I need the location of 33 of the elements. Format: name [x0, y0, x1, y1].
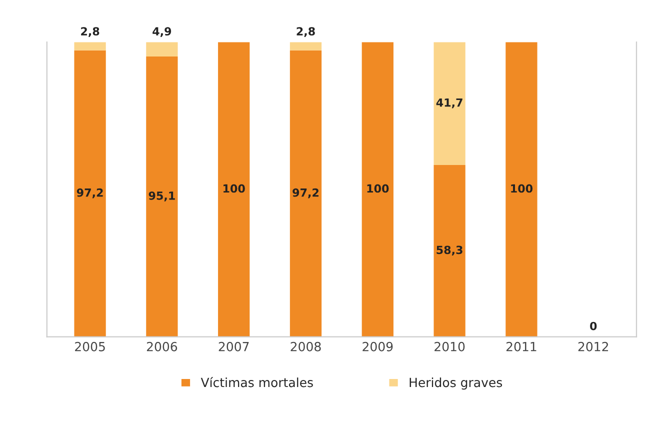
- x-tick-label: 2010: [434, 342, 465, 352]
- data-label: 97,2: [76, 188, 103, 198]
- x-tick-label: 2012: [578, 342, 608, 352]
- legend-label: Víctimas mortales: [200, 377, 313, 388]
- data-label: 0: [590, 322, 597, 330]
- data-label: 2,8: [81, 27, 100, 37]
- data-label: 4,9: [152, 27, 172, 37]
- bar: [218, 42, 250, 337]
- data-label: 97,2: [292, 188, 318, 198]
- x-tick-label: 2006: [146, 342, 178, 352]
- data-label: 95,1: [148, 192, 175, 202]
- legend-label: Heridos graves: [410, 378, 502, 390]
- bar: [434, 42, 466, 165]
- data-label: 100: [367, 184, 389, 193]
- data-label: 100: [224, 184, 245, 193]
- x-tick-label: 2005: [75, 342, 105, 352]
- data-label: 100: [511, 184, 533, 193]
- bar: [290, 50, 322, 337]
- bar: [146, 56, 178, 337]
- bar: [74, 50, 106, 337]
- bar: [362, 42, 394, 337]
- data-label: 41,7: [436, 98, 462, 108]
- x-tick-label: 2007: [218, 342, 249, 352]
- data-label: 2,8: [296, 27, 315, 37]
- bar: [506, 42, 538, 337]
- bar: [146, 42, 178, 57]
- x-tick-label: 2011: [506, 342, 536, 352]
- bar: [74, 42, 106, 50]
- bar: [434, 164, 466, 337]
- bar: [290, 42, 322, 50]
- x-tick-label: 2009: [362, 342, 393, 352]
- data-label: 58,3: [436, 246, 462, 256]
- x-tick-label: 2008: [290, 342, 321, 352]
